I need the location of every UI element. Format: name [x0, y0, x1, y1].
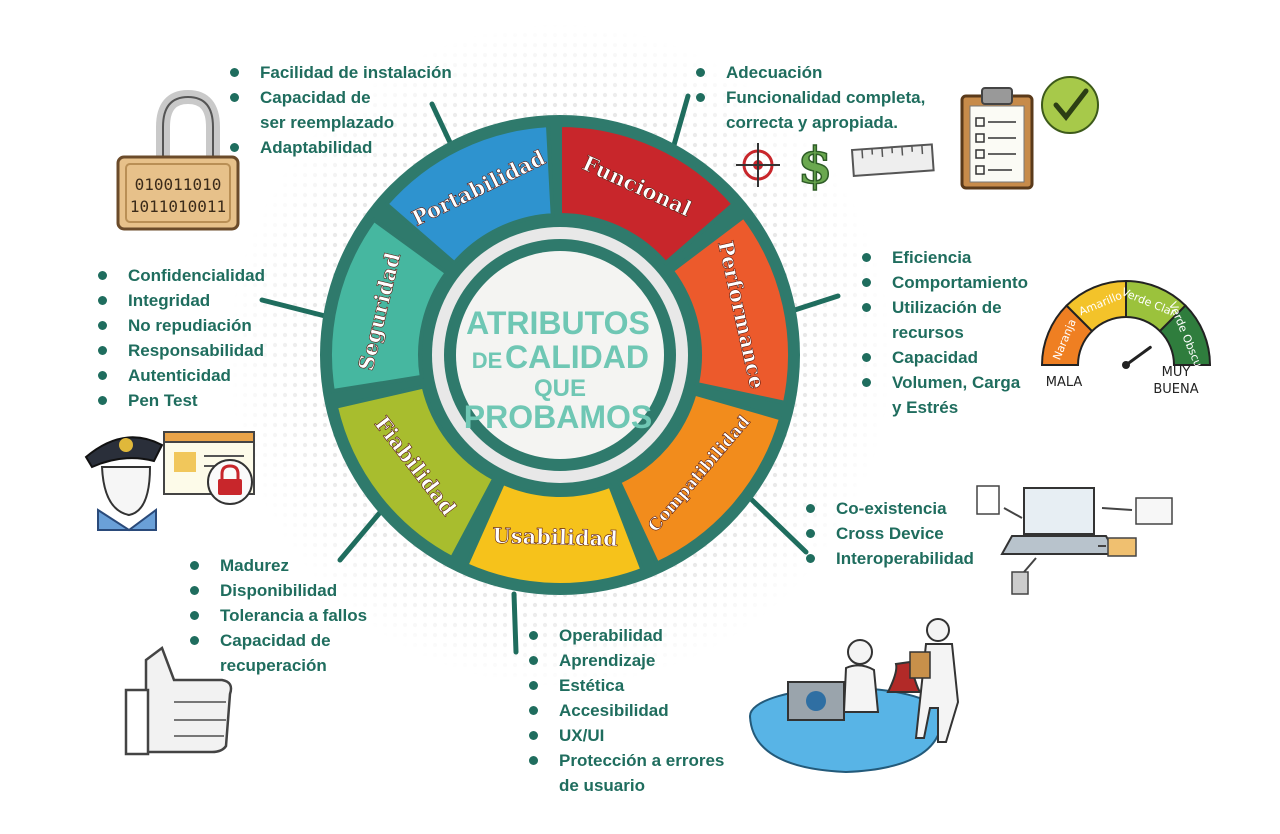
list-item: Facilidad de instalación	[228, 60, 452, 85]
police-icon	[84, 436, 164, 532]
browser-lock-icon	[163, 431, 255, 505]
performance-list: Eficiencia Comportamiento Utilización de…	[860, 245, 1028, 420]
segment-portabilidad	[383, 123, 555, 266]
laptop-icon	[976, 485, 1173, 595]
list-item-continuation: recursos	[892, 323, 964, 342]
target-icon	[736, 143, 780, 187]
gauge-low-label: MALA	[1046, 375, 1083, 390]
gauge-band	[1158, 304, 1212, 366]
list-item: Volumen, Carga	[860, 370, 1028, 395]
padlock-icon: 010011010 1011010011	[116, 89, 240, 231]
list-item: Aprendizaje	[527, 648, 724, 673]
list-item: Capacidad	[860, 345, 1028, 370]
list-item: Capacidad de	[228, 85, 452, 110]
center-line-3: QUE	[534, 375, 586, 402]
binary-line-1: 010011010	[135, 175, 222, 194]
list-item: Eficiencia	[860, 245, 1028, 270]
list-item: No repudiación	[96, 313, 265, 338]
segment-seguridad	[328, 217, 450, 394]
dollar-icon: $	[797, 135, 833, 196]
segment-usabilidad	[463, 480, 646, 587]
center-line-2a: DE	[472, 348, 503, 373]
list-item: Confidencialidad	[96, 263, 265, 288]
segment-label: Usabilidad	[492, 523, 618, 551]
list-item-continuation: recuperación	[220, 656, 327, 675]
svg-text:$: $	[798, 136, 833, 195]
center-title: ATRIBUTOS DE CALIDAD QUE PROBAMOS	[464, 305, 652, 435]
list-item: Comportamiento	[860, 270, 1028, 295]
usabilidad-list: Operabilidad Aprendizaje Estética Accesi…	[527, 623, 724, 798]
clipboard-icon	[960, 87, 1034, 190]
compatibilidad-list: Co-existencia Cross Device Interoperabil…	[804, 496, 974, 571]
list-item: Tolerancia a fallos	[188, 603, 367, 628]
fiabilidad-list: Madurez Disponibilidad Tolerancia a fall…	[188, 553, 367, 678]
segment-fiabilidad	[333, 384, 497, 561]
list-item: Adaptabilidad	[228, 135, 452, 160]
portabilidad-list: Facilidad de instalación Capacidad de se…	[228, 60, 452, 160]
center-line-1: ATRIBUTOS	[466, 305, 650, 341]
list-item: Autenticidad	[96, 363, 265, 388]
binary-line-2: 1011010011	[130, 197, 226, 216]
funcional-list: Adecuación Funcionalidad completa, corre…	[694, 60, 925, 135]
center-line-2b: CALIDAD	[505, 339, 649, 375]
list-item: Operabilidad	[527, 623, 724, 648]
connector-spoke	[511, 591, 519, 655]
list-item: Cross Device	[804, 521, 974, 546]
center-disc	[456, 251, 664, 459]
segment-funcional	[558, 122, 737, 266]
list-item: Capacidad de	[188, 628, 367, 653]
list-item-continuation: y Estrés	[892, 398, 959, 417]
list-item: Protección a errores	[527, 748, 724, 773]
list-item: Co-existencia	[804, 496, 974, 521]
ruler-icon	[850, 143, 935, 178]
thumbs-up-icon	[124, 645, 233, 756]
list-item: Accesibilidad	[527, 698, 724, 723]
list-item: Interoperabilidad	[804, 546, 974, 571]
list-item: Integridad	[96, 288, 265, 313]
seguridad-list: Confidencialidad Integridad No repudiaci…	[96, 263, 265, 413]
list-item: Pen Test	[96, 388, 265, 413]
list-item-continuation: correcta y apropiada.	[726, 113, 898, 132]
center-line-4: PROBAMOS	[464, 399, 652, 435]
list-item: Responsabilidad	[96, 338, 265, 363]
gauge-needle	[1124, 345, 1152, 367]
list-item-continuation: de usuario	[559, 776, 645, 795]
list-item: Madurez	[188, 553, 367, 578]
segment-compatibilidad	[616, 391, 784, 567]
list-item: UX/UI	[527, 723, 724, 748]
connector-spoke	[259, 297, 336, 321]
list-item: Disponibilidad	[188, 578, 367, 603]
checkmark-icon	[1041, 76, 1099, 134]
person-desk-icon	[749, 618, 960, 774]
segment-ring: FuncionalPerformanceCompatibilidadUsabil…	[328, 122, 792, 587]
list-item: Utilización de	[860, 295, 1028, 320]
list-item: Estética	[527, 673, 724, 698]
gauge-high-label-2: BUENA	[1153, 382, 1198, 397]
segment-performance	[669, 213, 792, 406]
gauge-high-label-1: MUY	[1162, 365, 1191, 380]
list-item-continuation: ser reemplazado	[260, 113, 395, 132]
list-item: Funcionalidad completa,	[694, 85, 925, 110]
connector-spoke	[749, 497, 809, 555]
list-item: Adecuación	[694, 60, 925, 85]
